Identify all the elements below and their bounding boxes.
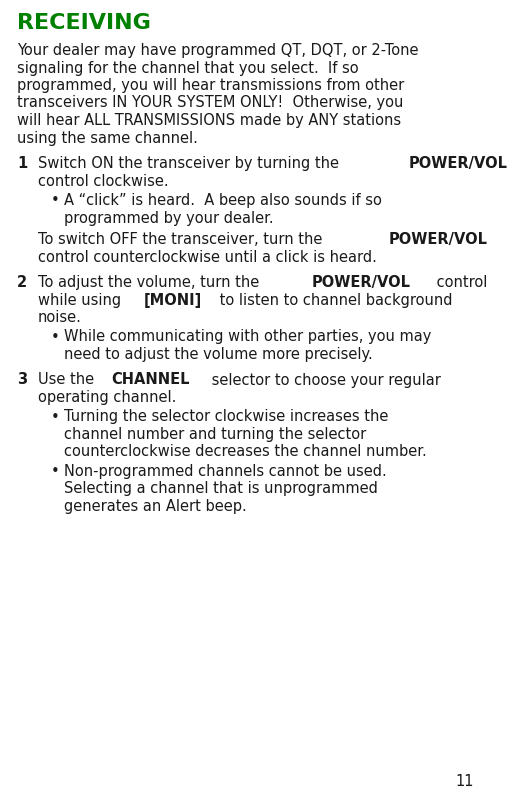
Text: 3: 3: [17, 372, 27, 388]
Text: POWER/VOL: POWER/VOL: [409, 156, 507, 171]
Text: POWER/VOL: POWER/VOL: [388, 232, 488, 247]
Text: transceivers IN YOUR SYSTEM ONLY!  Otherwise, you: transceivers IN YOUR SYSTEM ONLY! Otherw…: [17, 95, 404, 111]
Text: Switch ON the transceiver by turning the: Switch ON the transceiver by turning the: [38, 156, 343, 171]
Text: •: •: [51, 464, 60, 479]
Text: To switch OFF the transceiver, turn the: To switch OFF the transceiver, turn the: [38, 232, 327, 247]
Text: 1: 1: [17, 156, 27, 171]
Text: •: •: [51, 409, 60, 425]
Text: need to adjust the volume more precisely.: need to adjust the volume more precisely…: [64, 347, 373, 362]
Text: counterclockwise decreases the channel number.: counterclockwise decreases the channel n…: [64, 445, 426, 460]
Text: control clockwise.: control clockwise.: [38, 174, 168, 188]
Text: •: •: [51, 329, 60, 344]
Text: Your dealer may have programmed QT, DQT, or 2-Tone: Your dealer may have programmed QT, DQT,…: [17, 43, 419, 58]
Text: RECEIVING: RECEIVING: [17, 13, 151, 33]
Text: programmed, you will hear transmissions from other: programmed, you will hear transmissions …: [17, 78, 404, 93]
Text: To adjust the volume, turn the: To adjust the volume, turn the: [38, 275, 264, 290]
Text: POWER/VOL: POWER/VOL: [312, 275, 411, 290]
Text: control counterclockwise until a click is heard.: control counterclockwise until a click i…: [38, 249, 376, 264]
Text: selector to choose your regular: selector to choose your regular: [207, 372, 441, 388]
Text: channel number and turning the selector: channel number and turning the selector: [64, 427, 366, 442]
Text: operating channel.: operating channel.: [38, 390, 176, 405]
Text: while using: while using: [38, 292, 125, 308]
Text: A “click” is heard.  A beep also sounds if so: A “click” is heard. A beep also sounds i…: [64, 193, 382, 208]
Text: Turning the selector clockwise increases the: Turning the selector clockwise increases…: [64, 409, 388, 425]
Text: control: control: [432, 275, 487, 290]
Text: will hear ALL TRANSMISSIONS made by ANY stations: will hear ALL TRANSMISSIONS made by ANY …: [17, 113, 401, 128]
Text: While communicating with other parties, you may: While communicating with other parties, …: [64, 329, 431, 344]
Text: •: •: [51, 193, 60, 208]
Text: Selecting a channel that is unprogrammed: Selecting a channel that is unprogrammed: [64, 481, 378, 497]
Text: CHANNEL: CHANNEL: [111, 372, 190, 388]
Text: 11: 11: [456, 774, 474, 789]
Text: 2: 2: [17, 275, 27, 290]
Text: to listen to channel background: to listen to channel background: [215, 292, 452, 308]
Text: noise.: noise.: [38, 310, 81, 325]
Text: programmed by your dealer.: programmed by your dealer.: [64, 211, 274, 226]
Text: [MONI]: [MONI]: [144, 292, 203, 308]
Text: generates an Alert beep.: generates an Alert beep.: [64, 499, 247, 514]
Text: Non-programmed channels cannot be used.: Non-programmed channels cannot be used.: [64, 464, 387, 479]
Text: signaling for the channel that you select.  If so: signaling for the channel that you selec…: [17, 61, 359, 75]
Text: using the same channel.: using the same channel.: [17, 131, 198, 146]
Text: Use the: Use the: [38, 372, 98, 388]
